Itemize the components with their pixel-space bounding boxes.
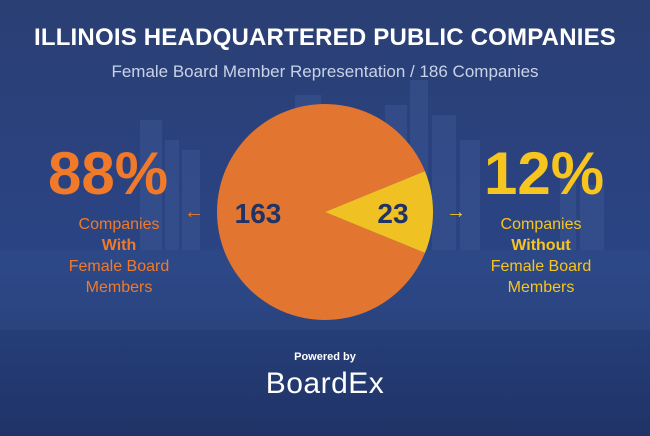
without-percent: 12% [484, 140, 605, 207]
pie-slice-without [325, 171, 433, 253]
with-percent: 88% [48, 140, 169, 207]
without-line-1: Companies [500, 216, 582, 233]
left-arrow-icon: ← [184, 201, 204, 223]
with-line-3: Female Board [68, 258, 170, 275]
without-line-4: Members [507, 279, 575, 296]
without-description: Companies Without Female Board Members [466, 214, 616, 298]
boardex-logo: BoardEx [265, 367, 385, 400]
pie-label-with: 163 [235, 198, 282, 229]
with-description: Companies With Female Board Members [44, 214, 194, 298]
right-arrow-icon: → [446, 201, 466, 223]
pie-slice-with [217, 104, 425, 320]
with-line-1: Companies [78, 216, 160, 233]
with-line-2: With [101, 237, 137, 254]
without-line-3: Female Board [490, 258, 592, 275]
with-line-4: Members [85, 279, 153, 296]
pie-label-without: 23 [377, 198, 408, 229]
chart-subtitle: Female Board Member Representation / 186… [111, 62, 539, 81]
chart-title: ILLINOIS HEADQUARTERED PUBLIC COMPANIES [33, 24, 617, 51]
powered-by-label: Powered by [294, 351, 356, 363]
without-line-2: Without [511, 237, 571, 254]
